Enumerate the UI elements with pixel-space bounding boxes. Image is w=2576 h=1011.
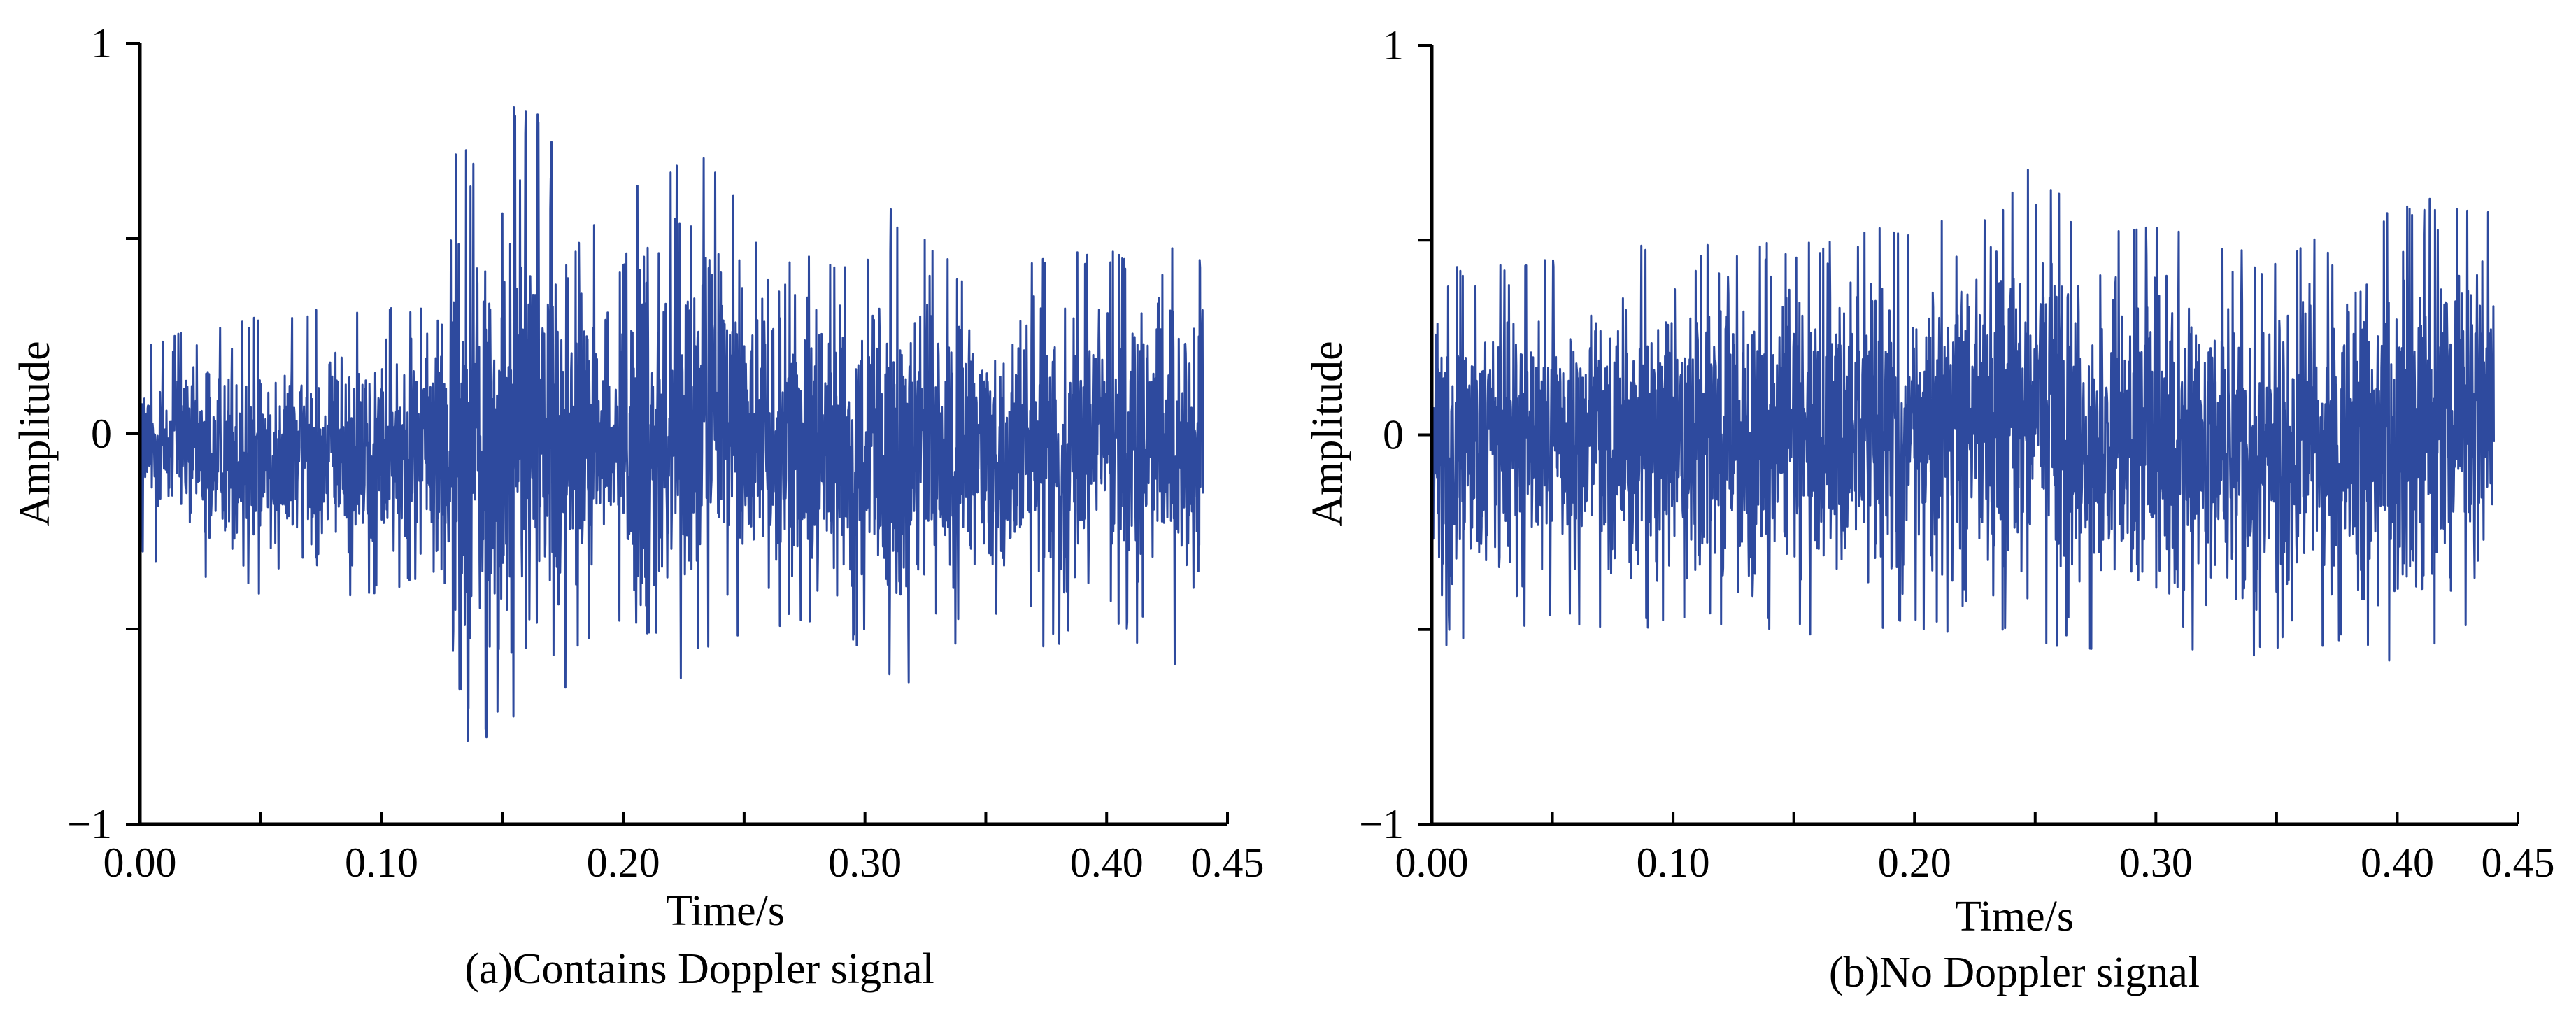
x-tick-label: 0.40 xyxy=(1070,840,1144,886)
y-tick-label: 0 xyxy=(91,411,112,457)
x-axis-title: Time/s xyxy=(666,887,785,935)
y-tick-label: 1 xyxy=(1383,22,1404,69)
x-tick-label: 0.30 xyxy=(2119,840,2193,886)
x-tick-label: 0.00 xyxy=(1395,840,1469,886)
series-waveform-a xyxy=(138,106,1204,742)
series-waveform-b xyxy=(1430,169,2495,662)
x-tick-label: 0.20 xyxy=(587,840,660,886)
x-tick-label: 0.20 xyxy=(1878,840,1951,886)
x-tick-label: 0.10 xyxy=(1637,840,1710,886)
panel-caption-b: (b)No Doppler signal xyxy=(1829,949,2200,996)
y-tick-label: −1 xyxy=(1359,801,1404,847)
panel-caption-a: (a)Contains Doppler signal xyxy=(464,945,934,993)
y-tick-label: 1 xyxy=(91,20,112,66)
chart-panel-b: 0.00 0.10 0.20 0.30 0.40 0.45 −1 0 1 Amplitude T… xyxy=(1304,22,2555,996)
x-tick-label: 0.45 xyxy=(2482,840,2555,886)
y-tick-label: −1 xyxy=(67,801,112,847)
x-tick-label: 0.30 xyxy=(828,840,902,886)
x-tick-label: 0.45 xyxy=(1191,840,1265,886)
x-tick-label: 0.40 xyxy=(2361,840,2434,886)
series-line xyxy=(138,106,1204,742)
x-tick-label: 0.00 xyxy=(104,840,177,886)
axis-ticks-b: 0.00 0.10 0.20 0.30 0.40 0.45 −1 0 1 xyxy=(1359,22,2554,886)
y-tick-label: 0 xyxy=(1383,412,1404,458)
x-tick-label: 0.10 xyxy=(345,840,418,886)
chart-panel-a: 0.00 0.10 0.20 0.30 0.40 0.45 −1 0 1 Amplitude T… xyxy=(11,20,1265,993)
y-axis-title: Amplitude xyxy=(11,341,59,526)
axis-ticks-a: 0.00 0.10 0.20 0.30 0.40 0.45 −1 0 1 xyxy=(67,20,1264,886)
y-axis-title: Amplitude xyxy=(1304,341,1351,526)
x-axis-title: Time/s xyxy=(1955,893,2074,940)
series-line xyxy=(1430,169,2495,662)
